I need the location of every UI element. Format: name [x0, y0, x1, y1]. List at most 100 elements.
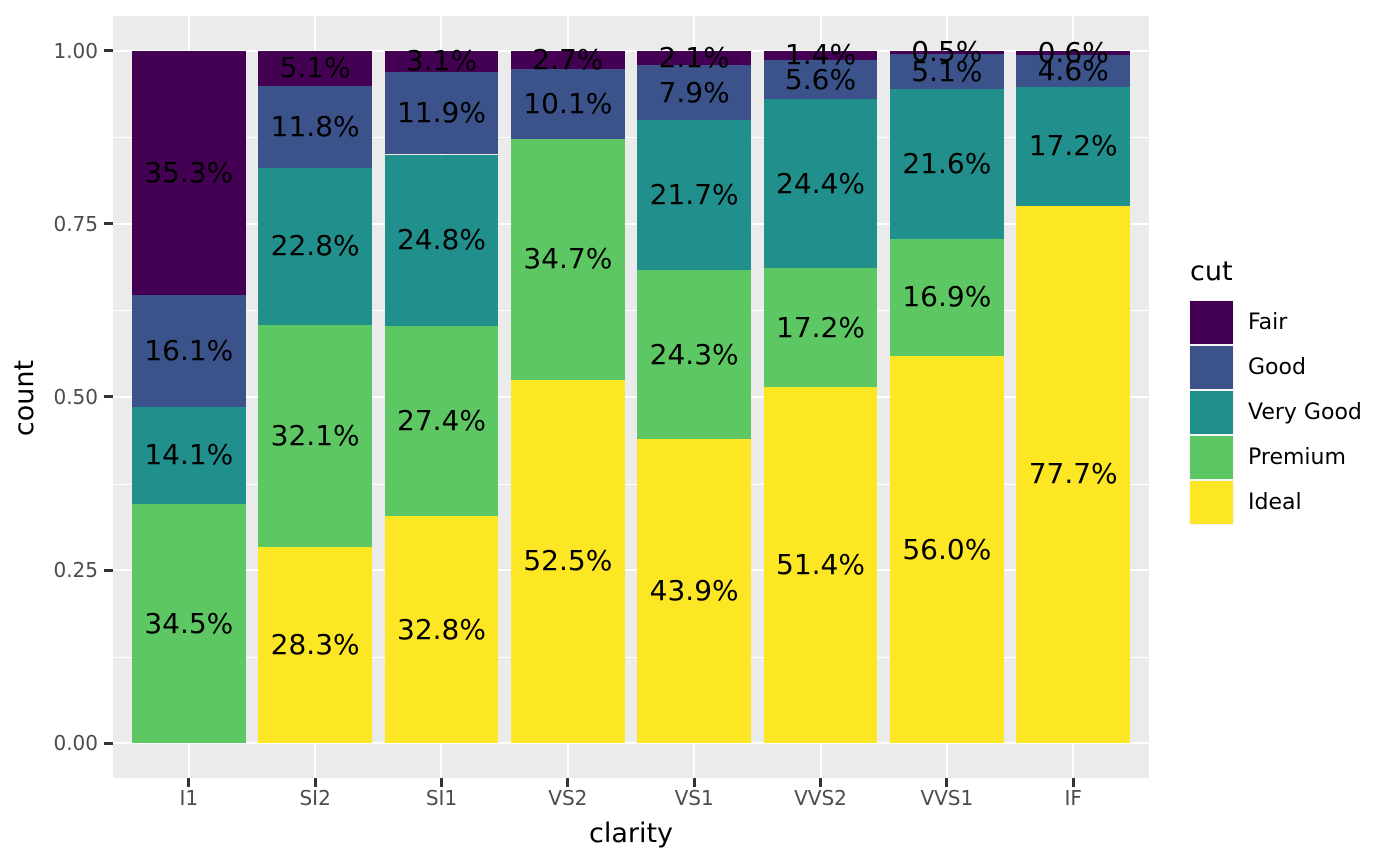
- legend-key-swatch: [1190, 391, 1233, 434]
- bar-value-label: 27.4%: [397, 404, 486, 438]
- minor-gridline: [113, 483, 1149, 485]
- x-tick-label: VS2: [548, 786, 588, 810]
- x-tick-label: SI2: [299, 786, 331, 810]
- bar-segment-fair: [510, 50, 625, 70]
- x-tick-mark: [692, 778, 696, 787]
- legend-entry: Good: [1190, 346, 1362, 389]
- x-tick-label: SI1: [425, 786, 458, 810]
- x-tick-mark: [313, 778, 317, 787]
- bar-segment-ideal: [1016, 205, 1131, 744]
- legend-entries: Fair Good Very Good Premium Ideal: [1190, 301, 1362, 524]
- bar-value-label: 11.8%: [270, 109, 360, 143]
- bar-segment-premium: [637, 270, 752, 439]
- bar-value-label: 1.4%: [784, 38, 857, 72]
- bar-value-label: 35.3%: [144, 155, 234, 189]
- bar-segment-fair: [258, 50, 372, 86]
- bar-value-label: 51.4%: [776, 548, 865, 582]
- bar-value-label: 24.3%: [649, 337, 739, 371]
- x-tick-label: IF: [1064, 786, 1082, 810]
- bar-value-label: 21.7%: [649, 178, 739, 212]
- bar-value-label: 3.1%: [405, 44, 478, 78]
- bar-value-label: 24.4%: [776, 166, 865, 200]
- x-tick-label: VVS1: [920, 786, 974, 810]
- bar-value-label: 0.6%: [1037, 35, 1109, 69]
- minor-gridline: [113, 137, 1149, 139]
- y-tick-label: 0.50: [53, 384, 98, 409]
- plot-panel: 35.3% 16.1% 14.1% 34.5% 5.1% 11.8% 22.8% 32.1% 2…: [113, 16, 1149, 778]
- bar-segment-good: [131, 295, 246, 407]
- legend-key-swatch: [1190, 436, 1233, 479]
- bar-value-label: 32.1%: [270, 419, 360, 453]
- x-tick-mark: [566, 778, 570, 787]
- major-gridline: [113, 49, 1149, 52]
- bar-segment-good: [384, 72, 499, 155]
- bar-value-label: 10.1%: [523, 87, 613, 121]
- bar-segment-very-good: [1016, 86, 1131, 206]
- x-tick-mark: [439, 778, 443, 787]
- x-tick-label: VVS2: [794, 786, 847, 810]
- bar-value-label: 0.5%: [911, 35, 983, 69]
- bar-value-label: 34.5%: [144, 606, 234, 640]
- bar-segment-good: [1016, 54, 1131, 87]
- bar-value-label: 43.9%: [649, 574, 739, 608]
- y-tick-mark: [104, 222, 113, 226]
- bar-value-label: 32.8%: [397, 612, 486, 646]
- y-tick-label: 1.00: [53, 38, 98, 63]
- bar-segment-very-good: [763, 99, 878, 269]
- bar-segment-premium: [890, 238, 1004, 356]
- bar-value-label: 4.6%: [1037, 53, 1109, 87]
- bar-segment-premium: [131, 504, 246, 744]
- bar-segment-premium: [258, 325, 372, 548]
- x-tick-label: VS1: [674, 786, 714, 810]
- x-tick-label: I1: [179, 786, 199, 810]
- bar-value-label: 52.5%: [523, 544, 613, 578]
- bar-value-label: 17.2%: [776, 310, 865, 344]
- bar-value-label: 16.1%: [144, 333, 234, 367]
- x-tick-mark: [187, 778, 191, 787]
- legend-key-swatch: [1190, 346, 1233, 389]
- bar-value-label: 28.3%: [270, 628, 360, 662]
- y-tick-mark: [104, 568, 113, 572]
- bar-value-label: 77.7%: [1028, 457, 1118, 491]
- x-tick-mark: [819, 778, 822, 787]
- legend-key-swatch: [1190, 481, 1233, 524]
- bar-segment-fair: [890, 50, 1004, 55]
- bar-value-label: 11.9%: [397, 96, 486, 130]
- major-gridline: [113, 569, 1149, 572]
- bar-segment-very-good: [890, 89, 1004, 239]
- y-tick-mark: [104, 49, 113, 53]
- bar-value-label: 16.9%: [902, 280, 992, 314]
- bar-segment-fair: [384, 50, 499, 73]
- bar-segment-ideal: [890, 355, 1004, 744]
- x-tick-mark: [1071, 778, 1075, 787]
- legend-entry-label: Ideal: [1248, 490, 1302, 515]
- legend-entry: Very Good: [1190, 391, 1362, 434]
- x-tick-mark: [945, 778, 949, 787]
- bar-value-label: 2.7%: [532, 42, 604, 76]
- bar-value-label: 5.1%: [279, 51, 351, 85]
- bar-segment-very-good: [131, 406, 246, 505]
- minor-gridline: [113, 310, 1149, 312]
- bar-segment-good: [510, 69, 625, 140]
- bar-segment-good: [258, 85, 372, 168]
- minor-gridline: [113, 656, 1149, 658]
- bar-value-label: 7.9%: [658, 75, 730, 109]
- bar-value-label: 21.6%: [902, 147, 992, 181]
- bar-segment-ideal: [258, 547, 372, 744]
- bar-value-label: 56.0%: [902, 532, 992, 566]
- legend-title: cut: [1190, 256, 1233, 287]
- bar-segment-good: [763, 60, 878, 100]
- legend-entry-label: Premium: [1248, 445, 1346, 470]
- bar-segment-very-good: [258, 167, 372, 326]
- major-gridline: [113, 742, 1149, 745]
- bar-segment-fair: [763, 50, 878, 61]
- legend-entry-label: Very Good: [1248, 400, 1362, 425]
- bar-segment-good: [637, 65, 752, 120]
- bar-segment-ideal: [384, 516, 499, 744]
- bar-segment-premium: [763, 268, 878, 388]
- bar-value-label: 24.8%: [397, 223, 486, 257]
- legend-entry: Premium: [1190, 436, 1362, 479]
- bar-segment-fair: [637, 50, 752, 66]
- y-tick-label: 0.75: [53, 211, 98, 236]
- bar-segment-good: [890, 54, 1004, 90]
